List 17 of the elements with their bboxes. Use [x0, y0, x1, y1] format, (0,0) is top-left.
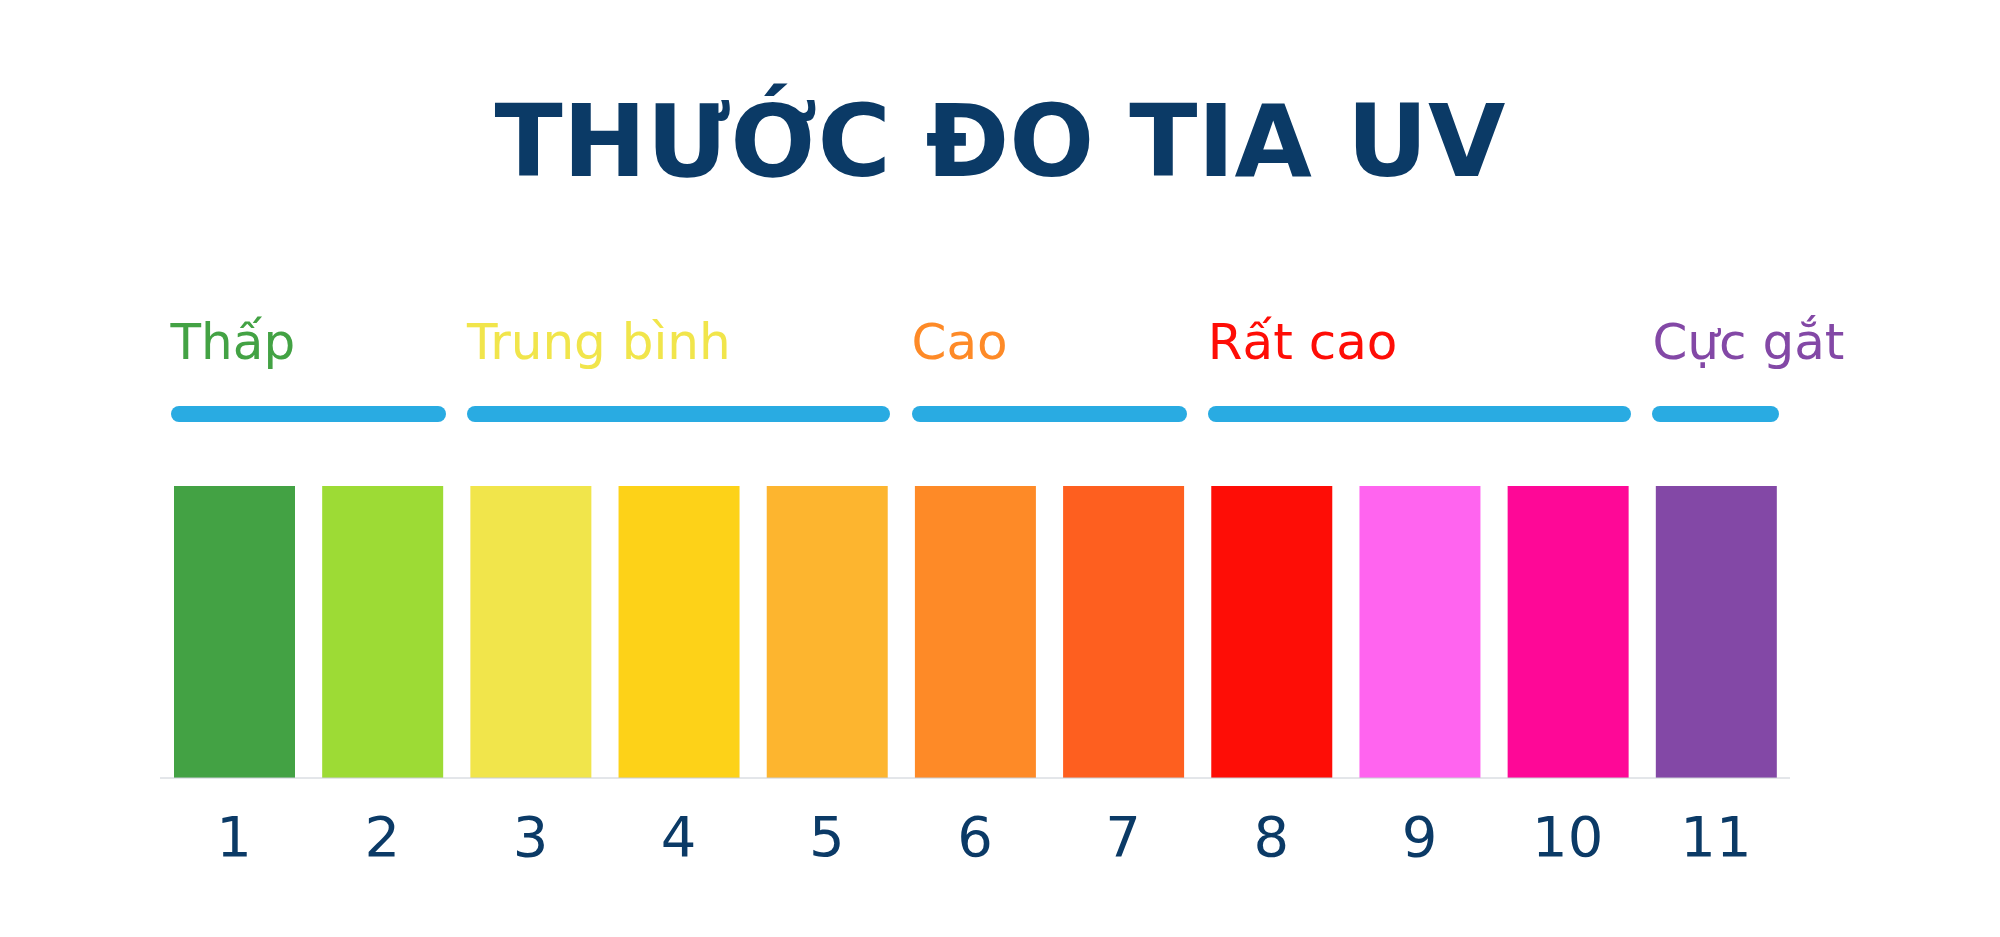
chart-title: THƯỚC ĐO TIA UV: [493, 83, 1507, 200]
x-tick-label: 5: [809, 803, 845, 869]
x-tick-label: 2: [364, 803, 401, 869]
x-tick-label: 4: [660, 803, 697, 869]
x-tick-label: 8: [1253, 803, 1290, 869]
text: Thấp: [170, 313, 296, 371]
x-tick-label: 7: [1105, 803, 1141, 869]
x-tick-label: 11: [1680, 803, 1752, 869]
text: Trung bình: [466, 313, 731, 371]
x-tick-label: 10: [1532, 803, 1604, 869]
x-tick-label: 9: [1401, 803, 1438, 869]
text: Cực gắt: [1652, 313, 1845, 371]
x-tick-label: 3: [512, 803, 549, 869]
text: Rất cao: [1207, 313, 1398, 371]
x-tick-label: 1: [216, 803, 252, 869]
x-tick-label: 6: [957, 803, 993, 869]
text: Cao: [911, 313, 1008, 371]
